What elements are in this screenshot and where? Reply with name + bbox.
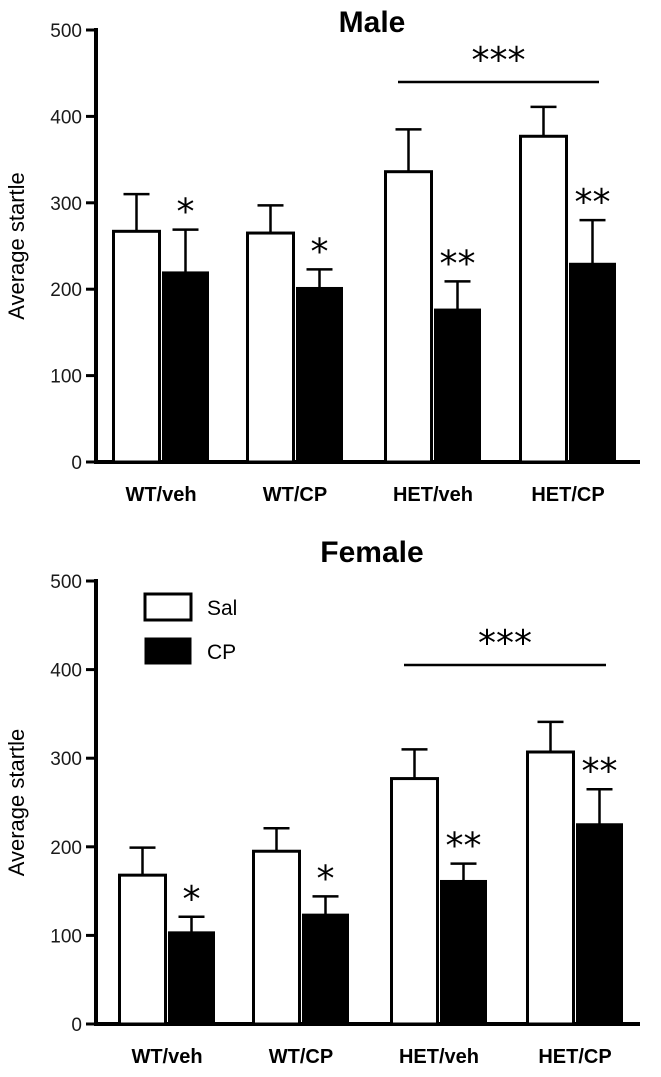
bar-sal-wt-veh: [118, 873, 167, 1026]
bar-cp-wt-veh: [168, 931, 215, 1025]
bar-cp-wt-cp: [296, 286, 343, 463]
x-category-label: HET/CP: [538, 1046, 611, 1068]
panel-male: Male Average startle 0 100 200 300 400 500 * WT/v…: [4, 6, 640, 506]
significance-mark: **: [575, 182, 611, 223]
bar-cp-het-veh: [440, 879, 487, 1025]
bar-sal-het-cp: [526, 750, 575, 1026]
y-tick-label: 400: [50, 107, 82, 128]
bar-sal-het-cp: [519, 134, 568, 464]
y-axis-label: Average startle: [4, 729, 29, 877]
bar-cp-het-veh: [434, 308, 481, 463]
x-category-label: HET/veh: [393, 484, 473, 506]
legend-label-sal: Sal: [207, 597, 237, 620]
bar-cp-wt-cp: [302, 913, 349, 1025]
bar-cp-het-cp: [569, 262, 616, 463]
y-tick-label: 100: [50, 926, 82, 947]
significance-mark: **: [440, 243, 476, 284]
y-tick-label: 400: [50, 661, 82, 682]
bar-cp-wt-veh: [162, 271, 209, 463]
bar-sal-het-veh: [390, 777, 439, 1026]
bar-sal-wt-cp: [252, 849, 301, 1026]
significance-mark: *: [183, 879, 201, 920]
x-category-label: WT/veh: [125, 484, 196, 506]
bar-sal-het-veh: [384, 170, 433, 464]
chart-title: Female: [320, 536, 423, 569]
significance-mark: *: [317, 858, 335, 899]
x-category-label: WT/veh: [131, 1046, 202, 1068]
bracket-significance-mark: ***: [478, 623, 532, 664]
y-tick-label: 500: [50, 572, 82, 593]
y-tick-label: 0: [71, 453, 82, 474]
significance-mark: **: [582, 751, 618, 792]
x-category-label: HET/CP: [531, 484, 604, 506]
bar-cp-het-cp: [576, 823, 623, 1025]
bar-sal-wt-cp: [246, 231, 295, 464]
significance-mark: **: [446, 826, 482, 867]
bracket-significance-mark: ***: [472, 40, 526, 81]
significance-mark: *: [177, 192, 195, 233]
legend-swatch-cp: [144, 637, 192, 665]
y-tick-label: 300: [50, 194, 82, 215]
y-tick-label: 0: [71, 1015, 82, 1036]
x-category-label: WT/CP: [263, 484, 327, 506]
y-tick-label: 500: [50, 21, 82, 42]
legend-swatch-sal: [143, 592, 193, 622]
x-category-label: HET/veh: [399, 1046, 479, 1068]
legend-label-cp: CP: [207, 641, 236, 664]
y-axis-label: Average startle: [4, 172, 29, 320]
y-tick-label: 300: [50, 749, 82, 770]
legend: Sal CP: [143, 592, 237, 665]
y-tick-label: 100: [50, 367, 82, 388]
x-category-label: WT/CP: [269, 1046, 333, 1068]
bar-sal-wt-veh: [112, 229, 161, 464]
chart-title: Male: [339, 6, 406, 39]
y-tick-label: 200: [50, 280, 82, 301]
panel-female: Female Average startle 0 100 200 300 400 500 * WT…: [4, 536, 640, 1068]
y-tick-label: 200: [50, 838, 82, 859]
significance-mark: *: [311, 231, 329, 272]
